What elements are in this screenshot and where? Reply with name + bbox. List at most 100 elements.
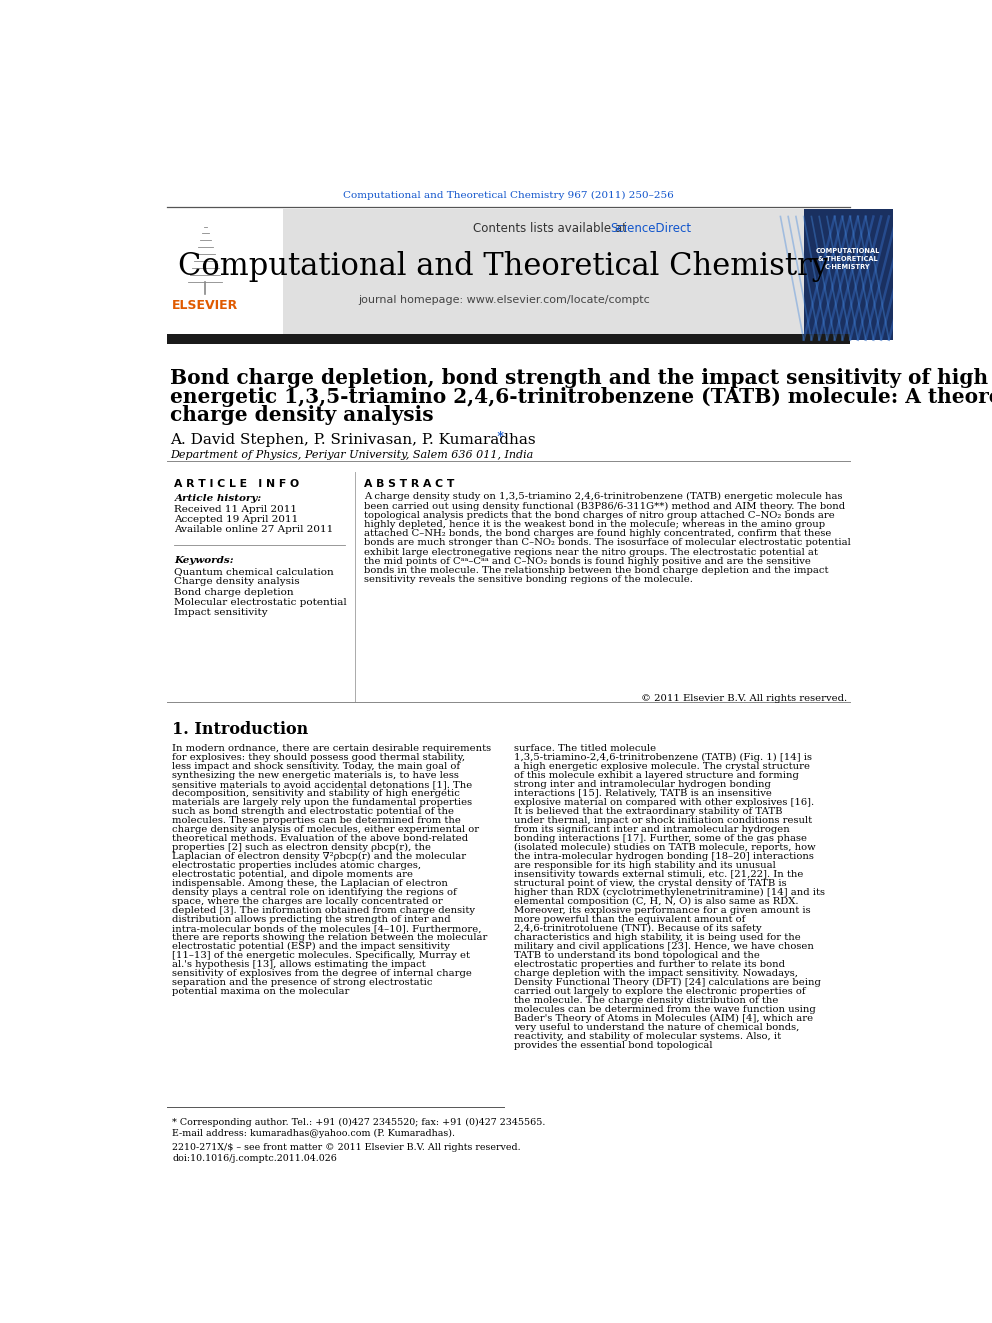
- Bar: [167, 209, 283, 340]
- Text: Accepted 19 April 2011: Accepted 19 April 2011: [175, 515, 299, 524]
- Text: for explosives: they should possess good thermal stability,: for explosives: they should possess good…: [172, 753, 465, 762]
- Text: higher than RDX (cyclotrimethylenetrinitramine) [14] and its: higher than RDX (cyclotrimethylenetrinit…: [514, 888, 824, 897]
- Text: ELSEVIER: ELSEVIER: [173, 299, 238, 311]
- Bar: [167, 209, 850, 340]
- Text: Quantum chemical calculation: Quantum chemical calculation: [175, 566, 334, 576]
- Text: attached C–NH₂ bonds, the bond charges are found highly concentrated, confirm th: attached C–NH₂ bonds, the bond charges a…: [364, 529, 831, 538]
- Text: topological analysis predicts that the bond charges of nitro group attached C–NO: topological analysis predicts that the b…: [364, 511, 835, 520]
- Text: the intra-molecular hydrogen bonding [18–20] interactions: the intra-molecular hydrogen bonding [18…: [514, 852, 813, 861]
- Text: indispensable. Among these, the Laplacian of electron: indispensable. Among these, the Laplacia…: [172, 878, 448, 888]
- Text: charge depletion with the impact sensitivity. Nowadays,: charge depletion with the impact sensiti…: [514, 970, 798, 978]
- Text: A charge density study on 1,3,5-triamino 2,4,6-trinitrobenzene (TATB) energetic : A charge density study on 1,3,5-triamino…: [364, 492, 843, 501]
- Text: carried out largely to explore the electronic properties of: carried out largely to explore the elect…: [514, 987, 806, 996]
- Text: 2210-271X/$ – see front matter © 2011 Elsevier B.V. All rights reserved.: 2210-271X/$ – see front matter © 2011 El…: [172, 1143, 521, 1152]
- Text: provides the essential bond topological: provides the essential bond topological: [514, 1041, 712, 1050]
- Text: characteristics and high stability, it is being used for the: characteristics and high stability, it i…: [514, 933, 801, 942]
- Text: elemental composition (C, H, N, O) is also same as RDX.: elemental composition (C, H, N, O) is al…: [514, 897, 799, 906]
- Text: insensitivity towards external stimuli, etc. [21,22]. In the: insensitivity towards external stimuli, …: [514, 871, 804, 878]
- Text: materials are largely rely upon the fundamental properties: materials are largely rely upon the fund…: [172, 798, 472, 807]
- Text: Charge density analysis: Charge density analysis: [175, 577, 300, 586]
- Text: under thermal, impact or shock initiation conditions result: under thermal, impact or shock initiatio…: [514, 816, 811, 826]
- Text: interactions [15]. Relatively, TATB is an insensitive: interactions [15]. Relatively, TATB is a…: [514, 789, 772, 798]
- Text: electrostatic potential, and dipole moments are: electrostatic potential, and dipole mome…: [172, 871, 413, 878]
- Text: Density Functional Theory (DFT) [24] calculations are being: Density Functional Theory (DFT) [24] cal…: [514, 978, 820, 987]
- Text: Laplacian of electron density ∇²ρbcp(r) and the molecular: Laplacian of electron density ∇²ρbcp(r) …: [172, 852, 466, 861]
- Text: there are reports showing the relation between the molecular: there are reports showing the relation b…: [172, 933, 487, 942]
- Text: Molecular electrostatic potential: Molecular electrostatic potential: [175, 598, 347, 607]
- Text: properties [2] such as electron density ρbcp(r), the: properties [2] such as electron density …: [172, 843, 432, 852]
- Text: molecules can be determined from the wave function using: molecules can be determined from the wav…: [514, 1005, 815, 1015]
- Text: such as bond strength and electrostatic potential of the: such as bond strength and electrostatic …: [172, 807, 454, 816]
- Text: A B S T R A C T: A B S T R A C T: [364, 479, 454, 490]
- Text: potential maxima on the molecular: potential maxima on the molecular: [172, 987, 349, 996]
- Text: sensitivity reveals the sensitive bonding regions of the molecule.: sensitivity reveals the sensitive bondin…: [364, 576, 693, 585]
- Text: electrostatic potential (ESP) and the impact sensitivity: electrostatic potential (ESP) and the im…: [172, 942, 450, 951]
- Text: * Corresponding author. Tel.: +91 (0)427 2345520; fax: +91 (0)427 2345565.: * Corresponding author. Tel.: +91 (0)427…: [172, 1118, 546, 1127]
- Text: reactivity, and stability of molecular systems. Also, it: reactivity, and stability of molecular s…: [514, 1032, 781, 1041]
- Text: separation and the presence of strong electrostatic: separation and the presence of strong el…: [172, 978, 433, 987]
- Text: bonds in the molecule. The relationship between the bond charge depletion and th: bonds in the molecule. The relationship …: [364, 566, 828, 576]
- Bar: [804, 209, 893, 340]
- Text: of this molecule exhibit a layered structure and forming: of this molecule exhibit a layered struc…: [514, 771, 799, 781]
- Text: journal homepage: www.elsevier.com/locate/comptc: journal homepage: www.elsevier.com/locat…: [358, 295, 650, 304]
- Text: surface. The titled molecule: surface. The titled molecule: [514, 744, 656, 753]
- Text: 1,3,5-triamino-2,4,6-trinitrobenzene (TATB) (Fig. 1) [14] is: 1,3,5-triamino-2,4,6-trinitrobenzene (TA…: [514, 753, 811, 762]
- Text: more powerful than the equivalent amount of: more powerful than the equivalent amount…: [514, 916, 745, 925]
- Text: Computational and Theoretical Chemistry: Computational and Theoretical Chemistry: [179, 251, 829, 282]
- Text: density plays a central role on identifying the regions of: density plays a central role on identify…: [172, 888, 456, 897]
- Text: theoretical methods. Evaluation of the above bond-related: theoretical methods. Evaluation of the a…: [172, 833, 468, 843]
- Text: military and civil applications [23]. Hence, we have chosen: military and civil applications [23]. He…: [514, 942, 813, 951]
- Text: distribution allows predicting the strength of inter and: distribution allows predicting the stren…: [172, 916, 450, 925]
- Text: sensitivity of explosives from the degree of internal charge: sensitivity of explosives from the degre…: [172, 970, 472, 978]
- Text: TATB to understand its bond topological and the: TATB to understand its bond topological …: [514, 951, 760, 960]
- Text: Article history:: Article history:: [175, 493, 262, 503]
- Text: Bond charge depletion: Bond charge depletion: [175, 587, 294, 597]
- Text: decomposition, sensitivity and stability of high energetic: decomposition, sensitivity and stability…: [172, 789, 460, 798]
- Text: highly depleted, hence it is the weakest bond in the molecule; whereas in the am: highly depleted, hence it is the weakest…: [364, 520, 825, 529]
- Text: al.'s hypothesis [13], allows estimating the impact: al.'s hypothesis [13], allows estimating…: [172, 960, 426, 970]
- Text: E-mail address: kumaradhas@yahoo.com (P. Kumaradhas).: E-mail address: kumaradhas@yahoo.com (P.…: [172, 1129, 455, 1138]
- Text: bonds are much stronger than C–NO₂ bonds. The isosurface of molecular electrosta: bonds are much stronger than C–NO₂ bonds…: [364, 538, 851, 548]
- Text: explosive material on compared with other explosives [16].: explosive material on compared with othe…: [514, 798, 814, 807]
- Text: from its significant inter and intramolecular hydrogen: from its significant inter and intramole…: [514, 826, 790, 833]
- Text: Computational and Theoretical Chemistry 967 (2011) 250–256: Computational and Theoretical Chemistry …: [343, 191, 674, 200]
- Text: very useful to understand the nature of chemical bonds,: very useful to understand the nature of …: [514, 1023, 800, 1032]
- Text: (isolated molecule) studies on TATB molecule, reports, how: (isolated molecule) studies on TATB mole…: [514, 843, 815, 852]
- Text: exhibit large electronegative regions near the nitro groups. The electrostatic p: exhibit large electronegative regions ne…: [364, 548, 818, 557]
- Text: [11–13] of the energetic molecules. Specifically, Murray et: [11–13] of the energetic molecules. Spec…: [172, 951, 470, 960]
- Text: bonding interactions [17]. Further, some of the gas phase: bonding interactions [17]. Further, some…: [514, 833, 806, 843]
- Text: Available online 27 April 2011: Available online 27 April 2011: [175, 525, 333, 534]
- Text: 2,4,6-trinitrotoluene (TNT). Because of its safety: 2,4,6-trinitrotoluene (TNT). Because of …: [514, 925, 762, 933]
- Text: © 2011 Elsevier B.V. All rights reserved.: © 2011 Elsevier B.V. All rights reserved…: [641, 693, 847, 703]
- Text: Moreover, its explosive performance for a given amount is: Moreover, its explosive performance for …: [514, 906, 810, 916]
- Text: *: *: [493, 431, 504, 445]
- Text: doi:10.1016/j.comptc.2011.04.026: doi:10.1016/j.comptc.2011.04.026: [172, 1154, 337, 1163]
- Text: COMPUTATIONAL
& THEORETICAL
C·HEMISTRY: COMPUTATIONAL & THEORETICAL C·HEMISTRY: [815, 247, 880, 270]
- Text: charge density analysis: charge density analysis: [171, 405, 434, 425]
- Text: a high energetic explosive molecule. The crystal structure: a high energetic explosive molecule. The…: [514, 762, 809, 771]
- Text: In modern ordnance, there are certain desirable requirements: In modern ordnance, there are certain de…: [172, 744, 491, 753]
- Text: Keywords:: Keywords:: [175, 556, 234, 565]
- Text: been carried out using density functional (B3P86/6-311G**) method and AIM theory: been carried out using density functiona…: [364, 501, 845, 511]
- Text: molecules. These properties can be determined from the: molecules. These properties can be deter…: [172, 816, 461, 826]
- Text: less impact and shock sensitivity. Today, the main goal of: less impact and shock sensitivity. Today…: [172, 762, 460, 771]
- Text: It is believed that the extraordinary stability of TATB: It is believed that the extraordinary st…: [514, 807, 783, 816]
- Text: strong inter and intramolecular hydrogen bonding: strong inter and intramolecular hydrogen…: [514, 781, 771, 789]
- Text: Bader's Theory of Atoms in Molecules (AIM) [4], which are: Bader's Theory of Atoms in Molecules (AI…: [514, 1015, 813, 1024]
- Text: ScienceDirect: ScienceDirect: [611, 221, 691, 234]
- Text: Received 11 April 2011: Received 11 April 2011: [175, 505, 298, 515]
- Text: intra-molecular bonds of the molecules [4–10]. Furthermore,: intra-molecular bonds of the molecules […: [172, 925, 481, 933]
- Text: sensitive materials to avoid accidental detonations [1]. The: sensitive materials to avoid accidental …: [172, 781, 472, 789]
- Text: electrostatic properties includes atomic charges,: electrostatic properties includes atomic…: [172, 861, 422, 871]
- Text: the mid points of Cᵃᵃ–Cᵃᵃ and C–NO₂ bonds is found highly positive and are the s: the mid points of Cᵃᵃ–Cᵃᵃ and C–NO₂ bond…: [364, 557, 811, 566]
- Text: energetic 1,3,5-triamino 2,4,6-trinitrobenzene (TATB) molecule: A theoretical: energetic 1,3,5-triamino 2,4,6-trinitrob…: [171, 386, 992, 406]
- Text: charge density analysis of molecules, either experimental or: charge density analysis of molecules, ei…: [172, 826, 479, 833]
- Text: Contents lists available at: Contents lists available at: [473, 221, 630, 234]
- Text: the molecule. The charge density distribution of the: the molecule. The charge density distrib…: [514, 996, 778, 1005]
- Text: 1. Introduction: 1. Introduction: [172, 721, 309, 738]
- Text: Bond charge depletion, bond strength and the impact sensitivity of high: Bond charge depletion, bond strength and…: [171, 368, 989, 388]
- Text: electrostatic properties and further to relate its bond: electrostatic properties and further to …: [514, 960, 785, 970]
- Text: are responsible for its high stability and its unusual: are responsible for its high stability a…: [514, 861, 776, 871]
- Text: depleted [3]. The information obtained from charge density: depleted [3]. The information obtained f…: [172, 906, 475, 916]
- Text: A R T I C L E   I N F O: A R T I C L E I N F O: [175, 479, 300, 490]
